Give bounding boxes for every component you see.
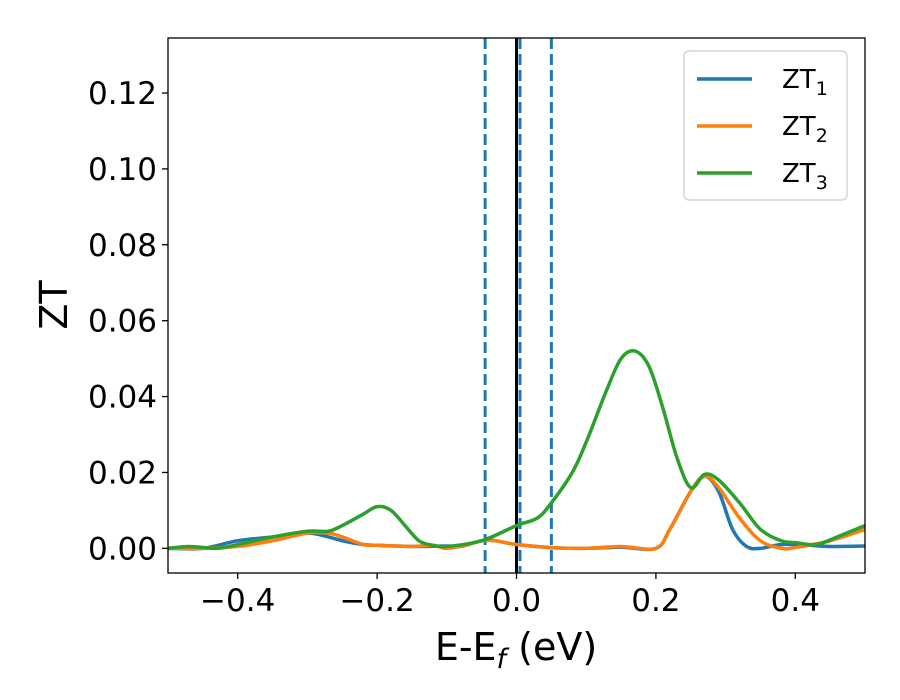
y-tick-label: 0.00 bbox=[88, 531, 157, 567]
y-tick-label: 0.12 bbox=[88, 76, 157, 112]
y-axis: 0.00 0.02 0.04 0.06 0.08 0.10 0.12 bbox=[88, 76, 168, 567]
reference-lines bbox=[483, 38, 553, 573]
y-tick-label: 0.02 bbox=[88, 455, 157, 491]
x-tick-label: 0.4 bbox=[771, 583, 820, 619]
legend-box bbox=[683, 50, 848, 201]
x-axis: −0.4 −0.2 0.0 0.2 0.4 bbox=[200, 573, 820, 619]
series-layer bbox=[168, 348, 865, 552]
x-tick-label: 0.0 bbox=[492, 583, 541, 619]
y-tick-label: 0.08 bbox=[88, 228, 157, 264]
legend: ZT1 ZT2 ZT3 bbox=[683, 50, 848, 201]
legend-label-zt2: ZT2 bbox=[782, 112, 828, 147]
x-tick-label: 0.2 bbox=[631, 583, 680, 619]
x-axis-label-unit: (eV) bbox=[506, 625, 597, 669]
legend-label-zt3: ZT3 bbox=[782, 159, 828, 194]
y-axis-label: ZT bbox=[32, 280, 76, 330]
y-tick-label: 0.10 bbox=[88, 152, 157, 188]
legend-label-zt1: ZT1 bbox=[782, 65, 828, 100]
y-tick-label: 0.04 bbox=[88, 380, 157, 416]
x-axis-label: E-Ef (eV) bbox=[435, 625, 597, 675]
x-tick-label: −0.2 bbox=[339, 583, 414, 619]
series-line-zt3 bbox=[168, 348, 865, 551]
x-tick-label: −0.4 bbox=[200, 583, 275, 619]
y-tick-label: 0.06 bbox=[88, 304, 157, 340]
